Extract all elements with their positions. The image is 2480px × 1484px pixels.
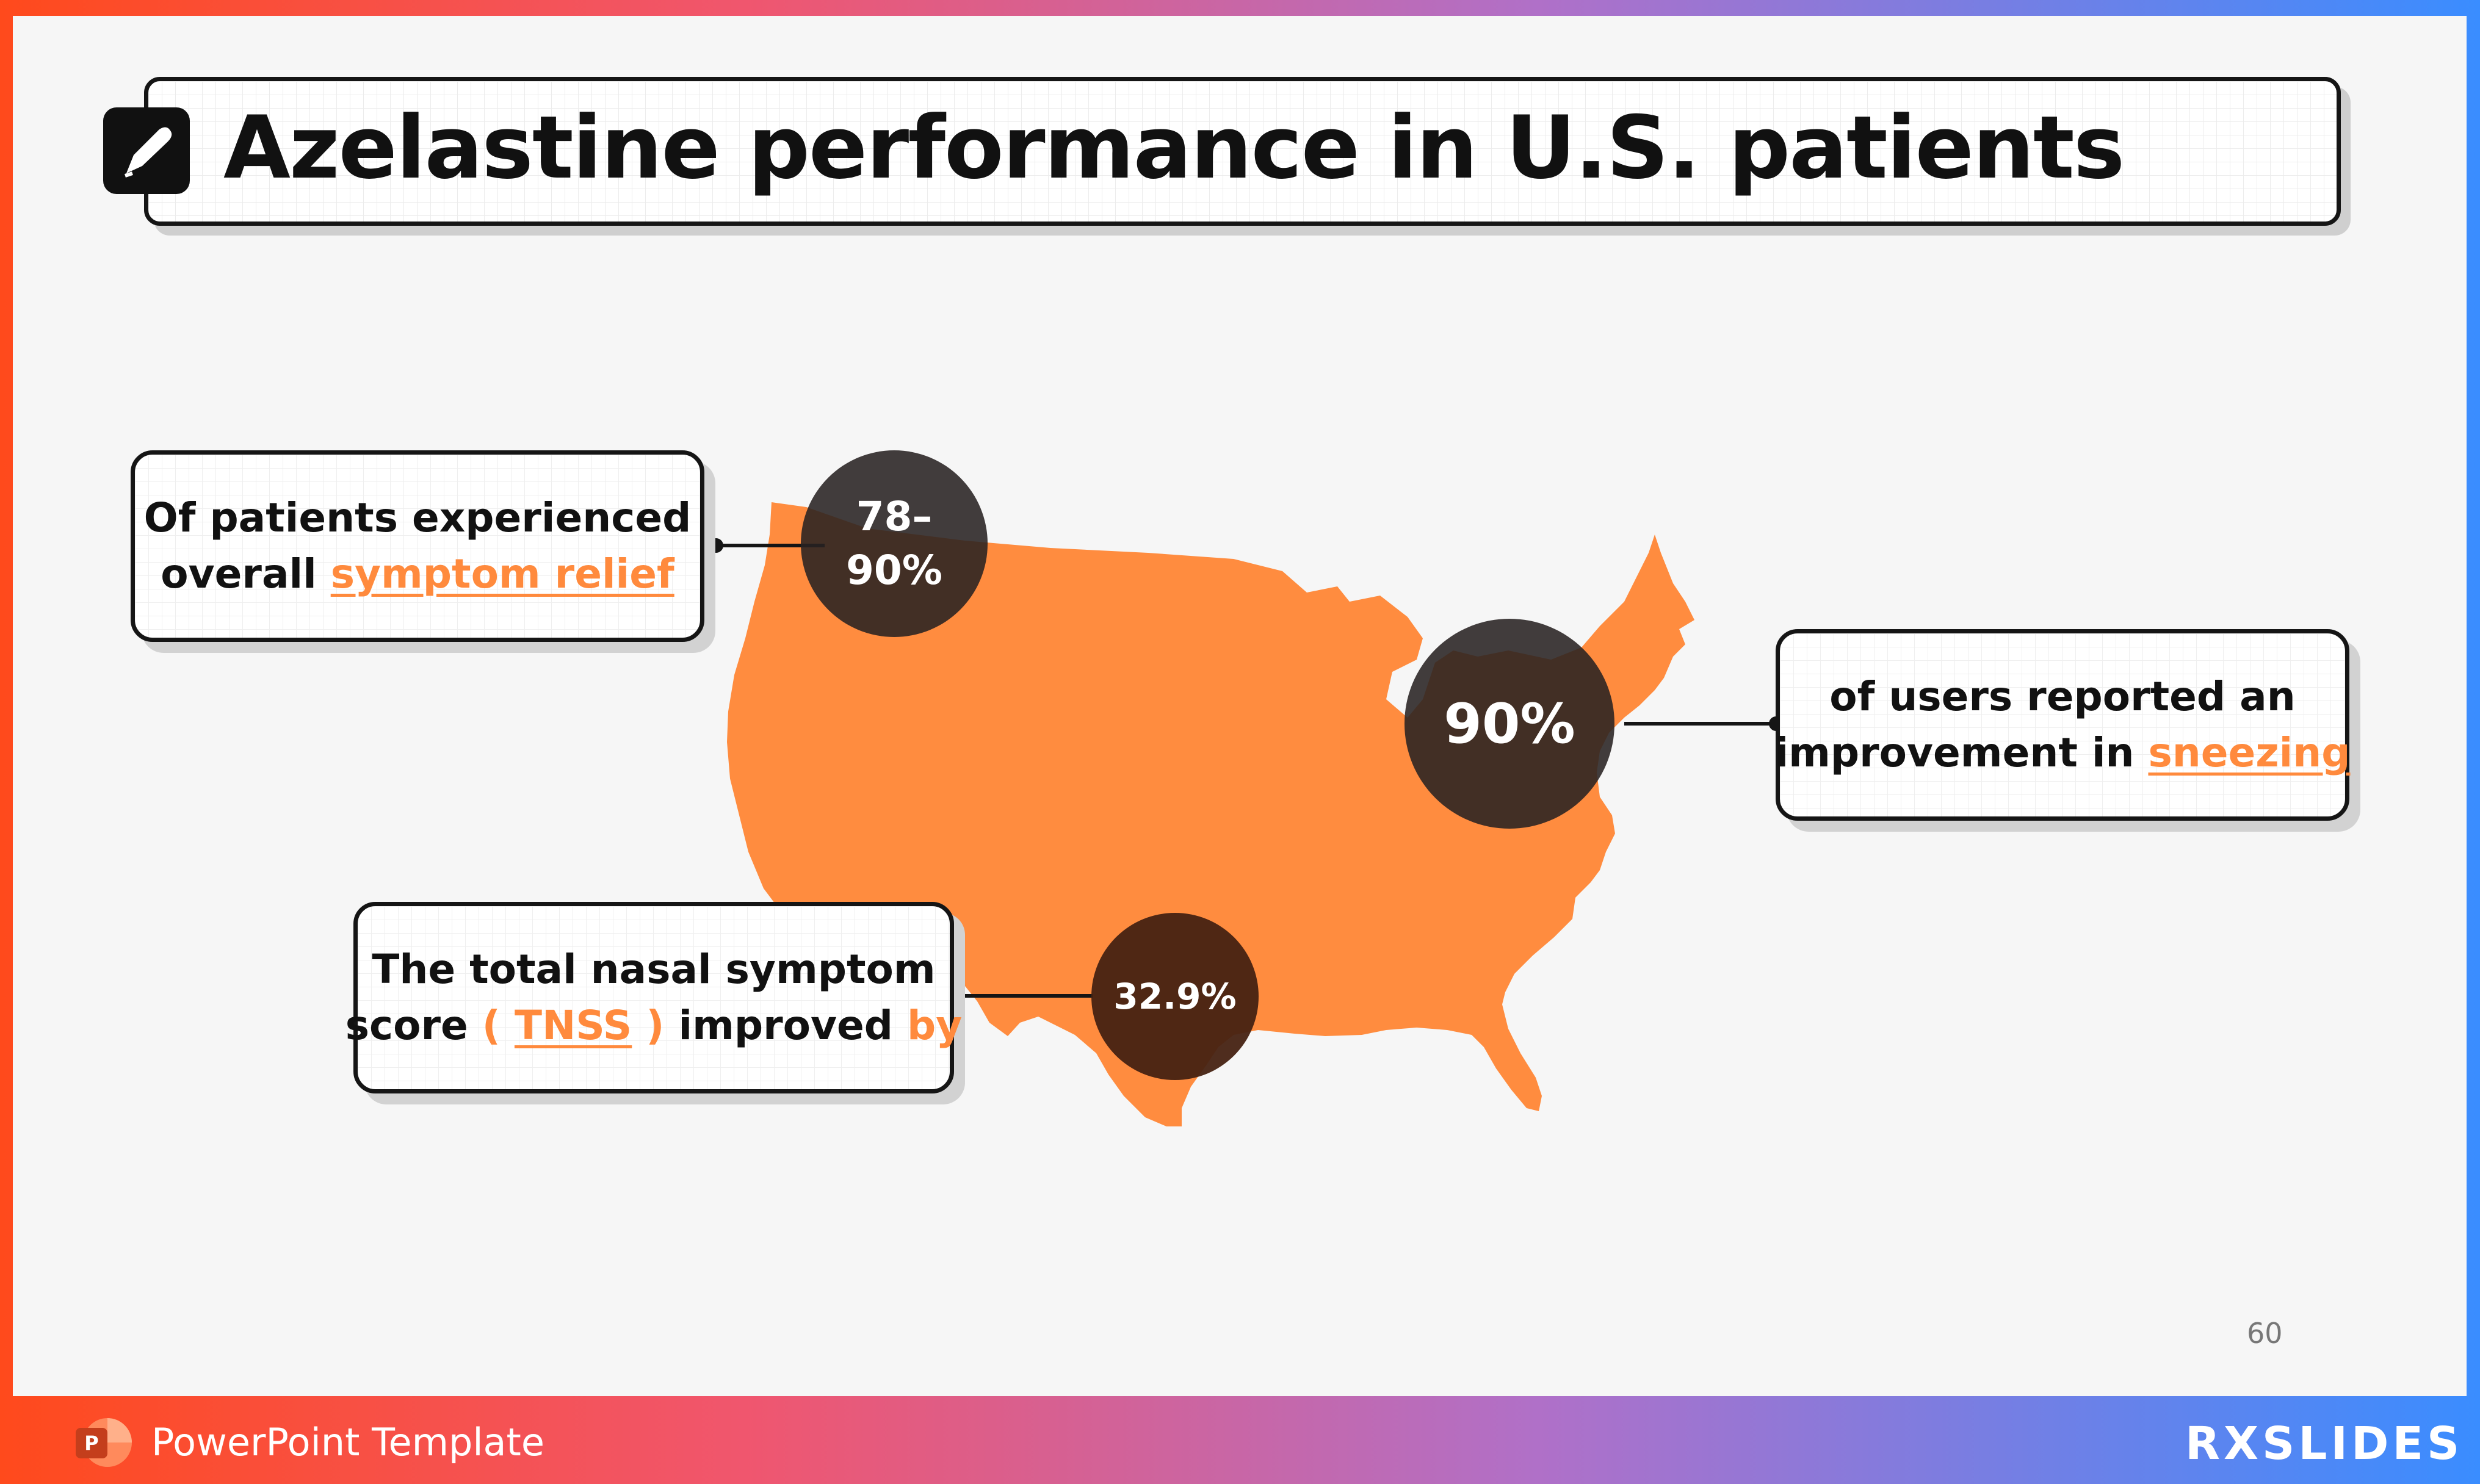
pen-icon [103, 107, 190, 194]
callout-sneezing-line2: improvement in sneezing [1774, 725, 2350, 781]
highlight-symptom-relief: symptom relief [330, 550, 674, 597]
highlight-tnss: TNSS [514, 1002, 632, 1049]
callout-sneezing-prefix: improvement in [1774, 729, 2149, 776]
stat-sneezing-value: 90% [1444, 691, 1575, 756]
callout-tnss-line1: The total nasal symptom [372, 946, 936, 993]
page-title: Azelastine performance in U.S. patients [223, 98, 2125, 198]
callout-tnss: The total nasal symptom score ( TNSS ) i… [345, 902, 962, 1093]
slide: Azelastine performance in U.S. patients … [13, 16, 2467, 1396]
svg-text:P: P [84, 1432, 98, 1455]
powerpoint-icon: P [72, 1416, 133, 1469]
stat-badge-relief: 78– 90% [801, 450, 988, 637]
callout-relief-line2: overall symptom relief [161, 546, 674, 602]
tnss-close-paren: ) [632, 1002, 665, 1049]
stat-relief-line1: 78– [856, 493, 933, 540]
highlight-by: by [906, 1002, 963, 1049]
callout-relief-line1: Of patients experienced [143, 494, 692, 541]
callout-tnss-line2: score ( TNSS ) improved by [345, 998, 963, 1054]
callout-symptom-relief: Of patients experienced overall symptom … [131, 450, 704, 642]
template-label: PowerPoint Template [151, 1420, 545, 1464]
title-box [144, 77, 2341, 226]
stat-relief-line2: 90% [846, 547, 942, 594]
highlight-sneezing: sneezing [2148, 729, 2351, 776]
callout-relief-prefix: overall [161, 550, 331, 597]
connector-dot-relief [709, 538, 723, 553]
callout-sneezing-line1: of users reported an [1829, 673, 2296, 720]
callout-tnss-prefix: score [345, 1002, 482, 1049]
brand-logo: RXSLIDES [2185, 1417, 2464, 1470]
callout-sneezing: of users reported an improvement in snee… [1774, 629, 2351, 821]
stat-badge-tnss: 32.9% [1091, 913, 1259, 1080]
stat-badge-sneezing: 90% [1404, 619, 1614, 829]
stat-tnss-value: 32.9% [1113, 976, 1237, 1017]
page-number: 60 [2247, 1317, 2283, 1350]
tnss-open-paren: ( [482, 1002, 515, 1049]
callout-tnss-mid: improved [664, 1002, 907, 1049]
